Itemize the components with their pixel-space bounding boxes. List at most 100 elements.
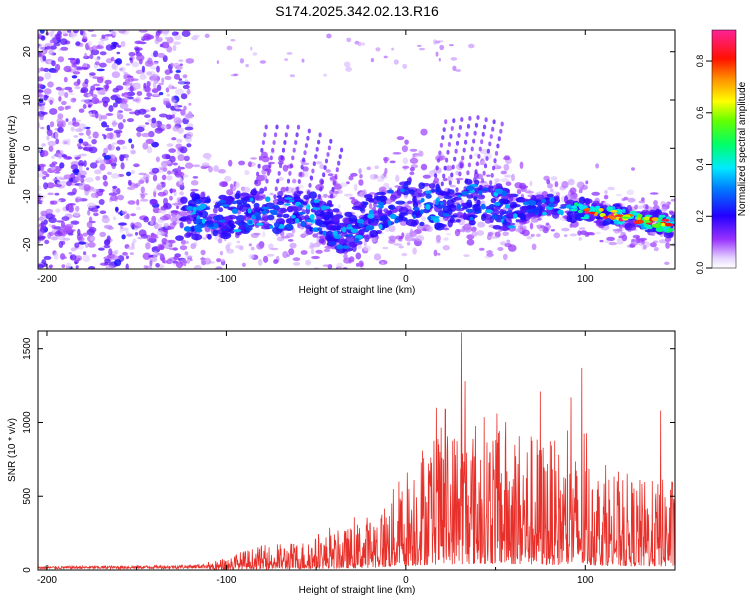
spectral-blob (158, 244, 165, 251)
spectral-blob (250, 188, 258, 196)
spectral-blob (75, 128, 83, 133)
spectral-blob (169, 188, 177, 193)
spectral-blob (476, 115, 480, 120)
spectral-blob (291, 187, 295, 194)
spectral-blob (608, 241, 618, 246)
spectral-blob (152, 174, 158, 182)
spectral-blob (306, 204, 311, 210)
spectral-blob (99, 163, 106, 171)
spectral-blob (245, 204, 251, 208)
spectral-blob (584, 211, 590, 214)
spectral-blob (174, 73, 180, 80)
spectral-blob (442, 227, 450, 231)
spectral-blob (99, 159, 107, 165)
spectral-blob (391, 191, 402, 199)
spectral-blob (393, 59, 399, 65)
spectral-blob (355, 252, 362, 260)
spectral-blob (108, 105, 114, 112)
spectral-blob (530, 233, 535, 237)
spectral-blob (161, 30, 169, 36)
spectral-blob (481, 131, 485, 137)
spectral-blob (38, 76, 44, 82)
spectral-blob (546, 179, 551, 185)
spectral-blob (332, 231, 338, 236)
spectral-blob (49, 121, 55, 128)
spectral-blob (406, 242, 411, 246)
spectral-blob (273, 259, 279, 265)
spectral-blob (502, 199, 511, 205)
colorbar-tick-label: 0.2 (695, 210, 705, 223)
spectral-blob (136, 91, 143, 96)
spectral-blob (46, 124, 51, 131)
spectral-blob (120, 41, 126, 47)
spectral-blob (327, 173, 334, 177)
spectral-blob (130, 143, 135, 149)
spectral-blob (143, 173, 150, 180)
spectral-blob (207, 223, 215, 228)
spectral-blob (664, 222, 673, 227)
spectral-blob (56, 117, 63, 125)
spectral-blob (105, 35, 109, 41)
spectral-blob (84, 177, 94, 183)
spectral-blob (285, 218, 292, 224)
spectral-blob (604, 240, 612, 244)
spectral-blob (119, 102, 129, 110)
spectral-blob (262, 216, 269, 222)
spectral-blob (440, 192, 451, 196)
spectral-blob (466, 185, 474, 191)
spectral-blob (661, 206, 668, 212)
spectral-blob (610, 216, 616, 220)
spectral-blob (420, 128, 428, 136)
spectral-blob (138, 30, 148, 33)
spectral-blob (458, 171, 462, 177)
spectral-blob (312, 267, 321, 269)
spectral-blob (269, 192, 274, 196)
spectral-blob (455, 219, 461, 223)
spectral-blob (491, 126, 495, 132)
spectral-blob (42, 55, 47, 62)
spectral-blob (409, 171, 415, 176)
spectral-blob (151, 117, 157, 124)
spectral-blob (224, 175, 232, 182)
spectral-blob (500, 121, 504, 127)
spectral-blob (643, 216, 651, 221)
spectral-blob (111, 41, 118, 46)
spectral-blob (282, 251, 289, 259)
spectral-blob (453, 156, 457, 162)
spectral-blob (271, 147, 275, 153)
spectral-blob (87, 209, 91, 216)
spectral-blob (441, 135, 445, 140)
spectral-blob (171, 212, 178, 218)
spectral-blob (482, 187, 489, 192)
spectral-blob (473, 210, 482, 214)
spectral-blob (49, 100, 54, 104)
spectral-blob (68, 89, 73, 93)
spectral-blob (152, 107, 156, 111)
spectral-blob (306, 261, 310, 265)
spectral-blob (599, 239, 604, 243)
spectral-blob (442, 205, 451, 214)
spectral-blob (478, 146, 482, 152)
spectral-blob (508, 244, 517, 252)
chart-title: S174.2025.342.02.13.R16 (275, 3, 439, 19)
spectral-blob (175, 235, 184, 241)
spectral-blob (318, 132, 322, 138)
spectral-blob (165, 87, 170, 93)
spectral-blob (189, 258, 193, 262)
spectral-blob (73, 135, 79, 138)
spectral-blob (155, 156, 160, 163)
spectral-blob (286, 52, 293, 55)
spectral-blob (641, 197, 645, 202)
spectral-blob (569, 233, 578, 237)
spectral-blob (638, 205, 644, 210)
spectral-blob (440, 181, 444, 187)
spectral-blob (489, 134, 493, 139)
snr-panel: -200 -100 0 100 0 500 1000 1500 Height of stra… (7, 330, 676, 596)
spectral-blob (428, 183, 436, 189)
spectral-blob (216, 60, 219, 64)
spectral-blob (351, 205, 362, 211)
spectral-blob (186, 205, 194, 211)
spectral-blob (349, 196, 356, 200)
spectral-blob (437, 252, 441, 256)
spectral-blob (253, 232, 261, 236)
